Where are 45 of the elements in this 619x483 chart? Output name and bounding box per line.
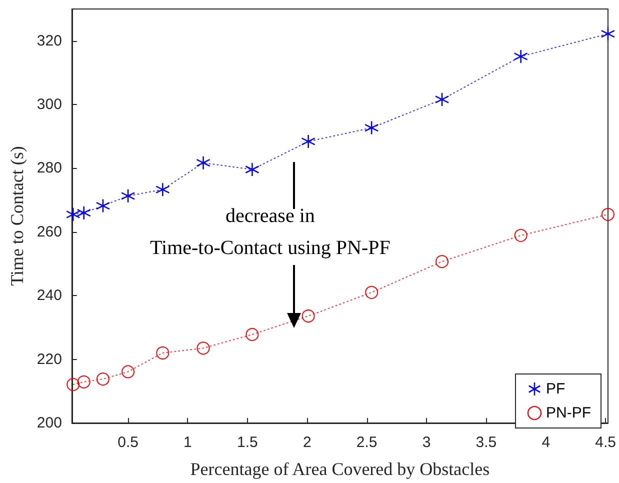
y-tick-label: 240	[36, 287, 62, 304]
point	[66, 207, 80, 222]
y-axis-title: Time to Contact (s)	[7, 146, 27, 286]
annotation: decrease in Time-to-Contact using PN-PF	[150, 205, 390, 259]
point	[156, 182, 170, 197]
x-tick-label: 0.5	[118, 434, 138, 451]
x-tick-label: 3	[422, 434, 431, 451]
legend-label: PF	[546, 380, 566, 398]
point	[436, 255, 449, 268]
x-tick-label: 2.5	[356, 434, 378, 451]
point	[365, 286, 378, 299]
point	[66, 378, 80, 391]
y-tick-label: 280	[36, 160, 62, 177]
y-tick-label: 320	[36, 32, 62, 50]
point	[77, 375, 90, 388]
x-tick-label: 1	[184, 434, 192, 451]
point	[364, 120, 379, 135]
point	[120, 188, 136, 204]
point	[96, 198, 110, 213]
point	[514, 49, 528, 64]
x-tick-label: 4	[542, 434, 550, 451]
x-tick-label: 4.5	[595, 434, 616, 451]
point	[302, 310, 315, 322]
point	[600, 26, 616, 41]
y-tick-label: 200	[36, 414, 62, 432]
x-axis-title: Percentage of Area Covered by Obstacles	[190, 459, 490, 479]
point	[96, 372, 110, 386]
point	[245, 162, 260, 177]
point	[76, 206, 92, 220]
point	[246, 328, 259, 341]
y-tick-label: 220	[36, 350, 62, 368]
x-tick-label: 1.5	[236, 434, 258, 451]
y-tick-label: 260	[36, 223, 62, 240]
point	[301, 134, 316, 149]
legend-label: PN-PF	[546, 404, 591, 422]
point	[122, 365, 135, 378]
point	[434, 92, 450, 107]
point	[514, 228, 528, 242]
x-tick-label: 2	[302, 434, 312, 451]
point	[196, 156, 210, 170]
point	[156, 346, 170, 360]
x-tick-label: 3.5	[476, 434, 497, 451]
point	[196, 342, 210, 355]
y-tick-label: 300	[36, 96, 62, 114]
point	[601, 208, 614, 221]
